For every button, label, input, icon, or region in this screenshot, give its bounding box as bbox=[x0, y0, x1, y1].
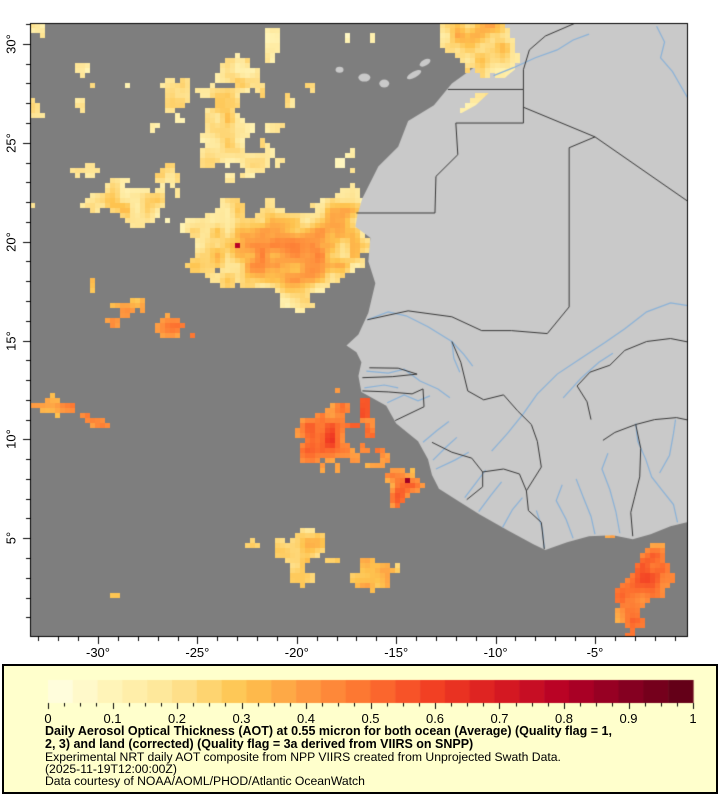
map-canvas bbox=[0, 0, 720, 664]
x-tick-label: -5° bbox=[586, 645, 604, 660]
x-tick-label: -15° bbox=[384, 645, 409, 660]
colorbar-tick-label: 0.5 bbox=[361, 711, 380, 726]
colorbar-tick-label: 0.3 bbox=[232, 711, 251, 726]
caption-subtitle: Experimental NRT daily AOT composite fro… bbox=[45, 749, 561, 764]
x-tick-label: -20° bbox=[284, 645, 309, 660]
caption: Daily Aerosol Optical Thickness (AOT) at… bbox=[45, 725, 708, 788]
caption-timestamp: (2025-11-19T12:00:00Z) bbox=[45, 762, 177, 776]
colorbar-tick-label: 0.2 bbox=[167, 711, 187, 726]
y-tick-label: 15° bbox=[3, 330, 19, 351]
caption-credit: Data courtesy of NOAA/AOML/PHOD/Atlantic… bbox=[45, 774, 365, 789]
colorbar-tick-label: 0.7 bbox=[490, 711, 509, 726]
caption-title-line2: 2, 3) and land (corrected) (Quality flag… bbox=[45, 736, 474, 751]
x-tick-label: -10° bbox=[483, 645, 508, 660]
y-tick-label: 25° bbox=[3, 132, 19, 153]
y-tick-label: 5° bbox=[3, 531, 19, 545]
legend-panel: 0 0.1 0.2 0.3 0.4 0.5 0.6 0.7 0.8 0.9 1 Daily Aero… bbox=[2, 664, 718, 794]
x-tick-label: -30° bbox=[85, 645, 110, 660]
y-tick-label: 20° bbox=[3, 231, 19, 252]
caption-title-line1: Daily Aerosol Optical Thickness (AOT) at… bbox=[45, 724, 612, 738]
colorbar-canvas bbox=[4, 678, 716, 714]
colorbar-tick-label: 0 bbox=[44, 711, 52, 726]
colorbar-tick-label: 0.9 bbox=[619, 711, 638, 726]
colorbar-tick-label: 0.1 bbox=[103, 711, 122, 726]
colorbar-tick-label: 1 bbox=[689, 711, 697, 726]
y-tick-label: 10° bbox=[3, 429, 19, 450]
colorbar-tick-label: 0.6 bbox=[425, 711, 445, 726]
y-tick-label: 30° bbox=[3, 34, 19, 54]
x-tick-label: -25° bbox=[185, 645, 210, 660]
colorbar-tick-label: 0.8 bbox=[554, 711, 574, 726]
colorbar-tick-label: 0.4 bbox=[296, 711, 316, 726]
